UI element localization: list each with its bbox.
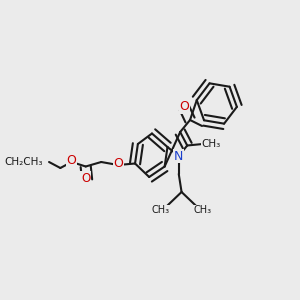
Text: O: O	[179, 100, 189, 113]
Text: O: O	[113, 157, 123, 170]
Text: O: O	[81, 172, 90, 185]
Text: CH₃: CH₃	[194, 205, 212, 215]
Text: O: O	[67, 154, 76, 167]
Text: CH₃: CH₃	[152, 205, 169, 215]
Text: CH₂CH₃: CH₂CH₃	[4, 157, 43, 167]
Text: CH₃: CH₃	[202, 139, 221, 149]
Text: N: N	[174, 149, 183, 163]
